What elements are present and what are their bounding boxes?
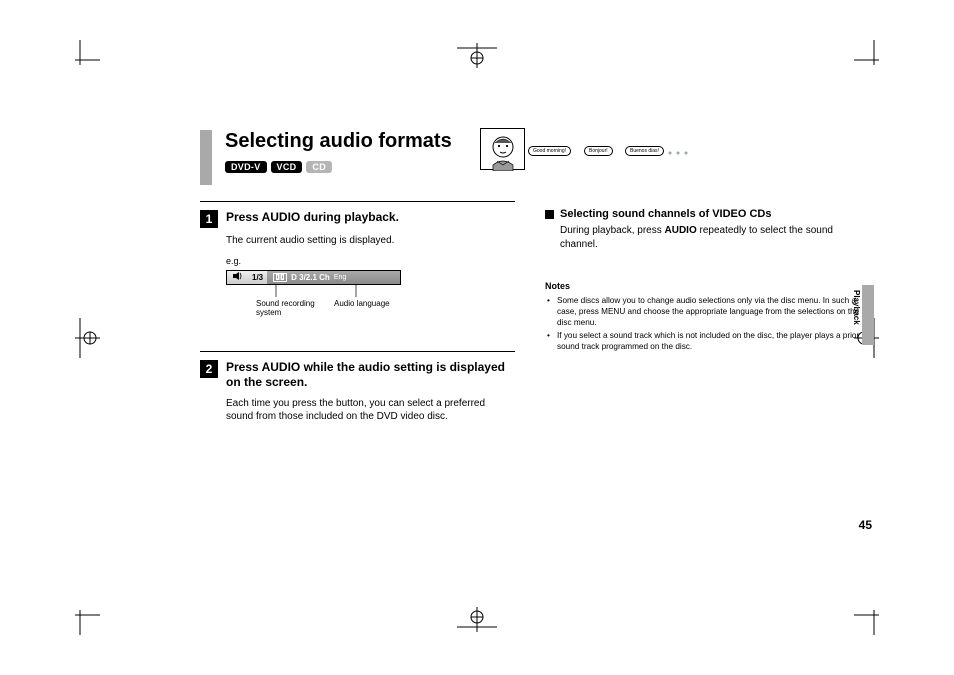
format-badges: DVD-V VCD CD	[225, 161, 515, 173]
note-2: If you select a sound track which is not…	[557, 330, 860, 352]
callout-audio-language: Audio language	[334, 299, 390, 308]
step1-title: Press AUDIO during playback.	[226, 210, 399, 226]
section2-title: Selecting sound channels of VIDEO CDs	[560, 208, 771, 220]
callout-sound-recording-a: Sound recording	[256, 299, 315, 308]
step2-body: Each time you press the button, you can …	[226, 397, 515, 424]
dolby-icon	[273, 273, 287, 282]
eg-label: e.g.	[226, 256, 515, 266]
right-column: Selecting sound channels of VIDEO CDs Du…	[545, 130, 860, 432]
badge-vcd: VCD	[271, 161, 303, 173]
callout-sound-recording-b: system	[256, 308, 281, 317]
osd-readout: 1/3 D 3/2.1 Ch Eng	[226, 270, 401, 285]
step2-title: Press AUDIO while the audio setting is d…	[226, 360, 515, 391]
left-column: Selecting audio formats DVD-V VCD CD 1 P…	[200, 130, 515, 432]
page-number: 45	[859, 518, 872, 532]
osd-count: 1/3	[248, 273, 267, 282]
section-bullet-icon	[545, 210, 554, 219]
step2-number: 2	[200, 360, 218, 378]
side-tab-label: Playback	[852, 290, 861, 325]
note-1: Some discs allow you to change audio sel…	[557, 295, 860, 328]
badge-cd: CD	[306, 161, 332, 173]
page-title: Selecting audio formats	[225, 130, 515, 153]
side-tab	[862, 285, 874, 345]
section2-body: During playback, press AUDIO repeatedly …	[560, 224, 860, 251]
step1-number: 1	[200, 210, 218, 228]
osd-spec: D 3/2.1 Ch	[291, 273, 330, 282]
badge-dvdv: DVD-V	[225, 161, 267, 173]
speaker-icon	[227, 272, 248, 282]
notes-list: Some discs allow you to change audio sel…	[545, 295, 860, 352]
notes-heading: Notes	[545, 281, 860, 291]
step1-body: The current audio setting is displayed.	[226, 234, 515, 248]
osd-lang: Eng	[334, 274, 346, 281]
